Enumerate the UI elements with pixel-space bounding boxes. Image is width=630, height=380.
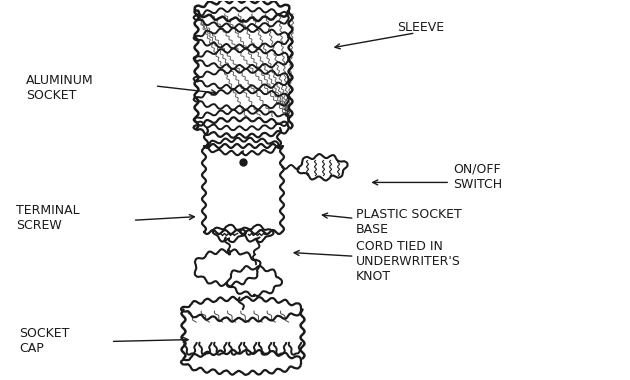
Text: SLEEVE: SLEEVE xyxy=(397,21,444,34)
Text: TERMINAL
SCREW: TERMINAL SCREW xyxy=(16,204,80,233)
Text: ON/OFF
SWITCH: ON/OFF SWITCH xyxy=(454,163,502,191)
Text: CORD TIED IN
UNDERWRITER'S
KNOT: CORD TIED IN UNDERWRITER'S KNOT xyxy=(356,241,461,283)
Text: ALUMINUM
SOCKET: ALUMINUM SOCKET xyxy=(26,74,93,102)
Text: PLASTIC SOCKET
BASE: PLASTIC SOCKET BASE xyxy=(356,208,462,236)
Text: SOCKET
CAP: SOCKET CAP xyxy=(20,328,70,355)
